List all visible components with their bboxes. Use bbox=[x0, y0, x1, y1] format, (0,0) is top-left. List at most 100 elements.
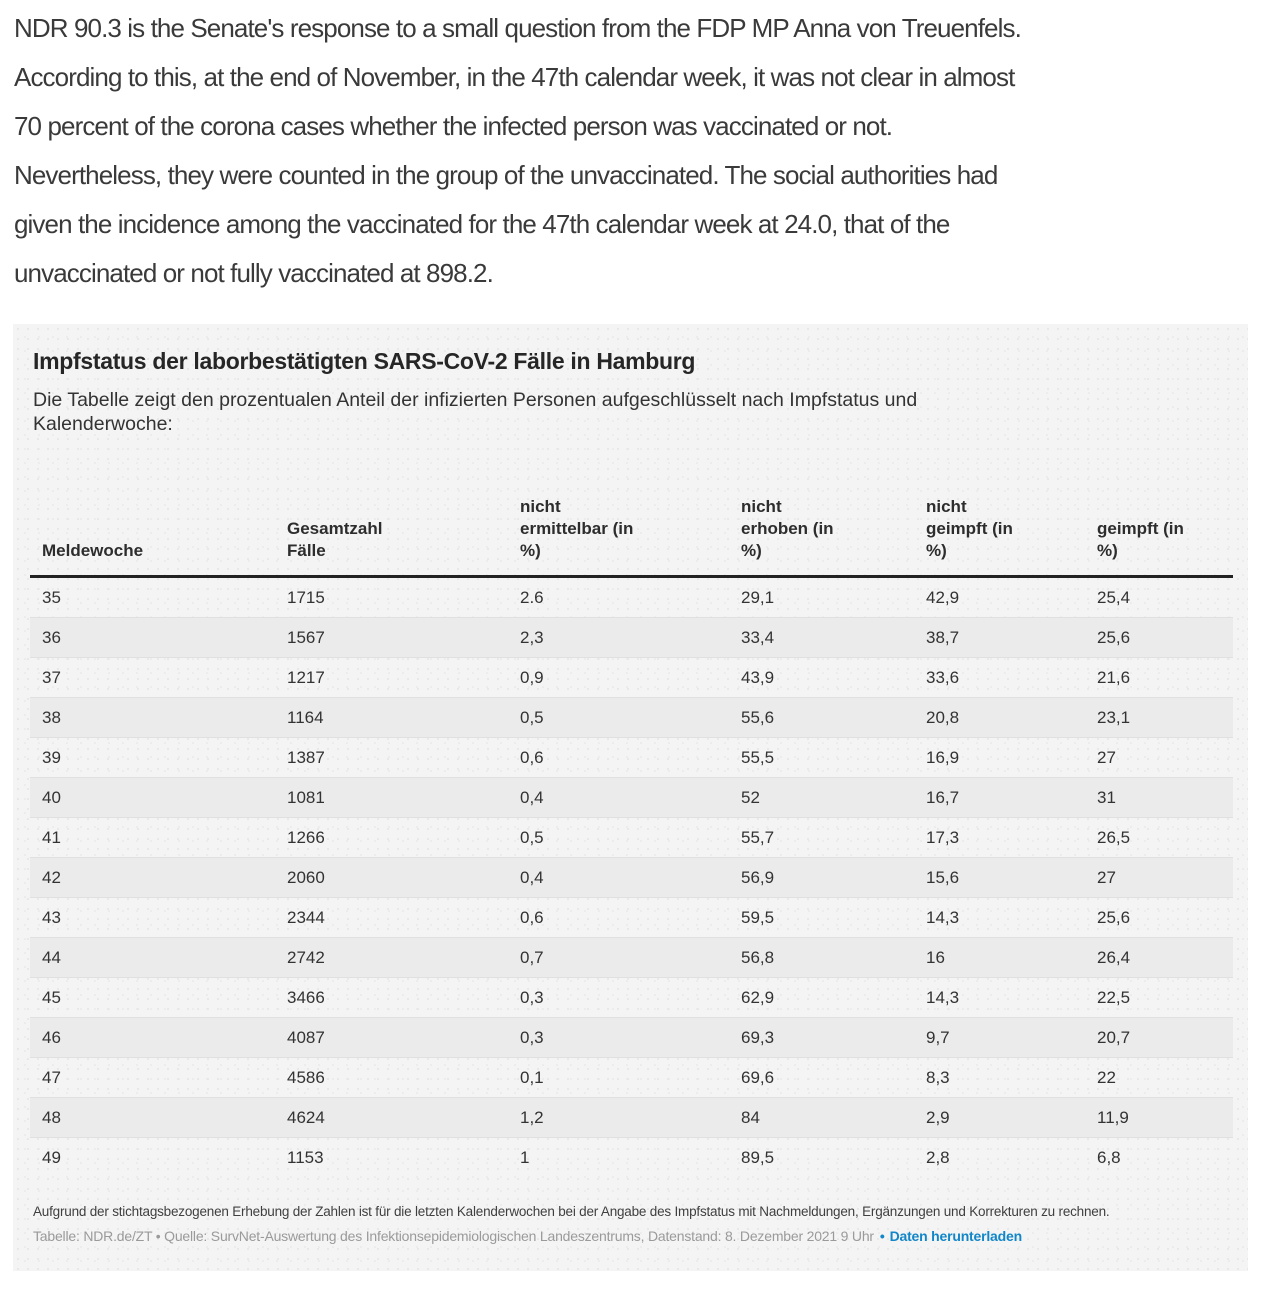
cell-gesamtzahl-faelle: 3466 bbox=[275, 977, 508, 1018]
cell-nicht-ermittelbar: 0,6 bbox=[508, 737, 729, 778]
column-header-nicht-geimpft: nicht geimpft (in %) bbox=[914, 466, 1085, 578]
download-data-link[interactable]: Daten herunterladen bbox=[889, 1228, 1023, 1244]
source-text: Tabelle: NDR.de/ZT • Quelle: SurvNet-Aus… bbox=[33, 1228, 874, 1244]
cell-nicht-ermittelbar: 0,3 bbox=[508, 1017, 729, 1058]
cell-geimpft: 11,9 bbox=[1085, 1097, 1233, 1138]
cell-gesamtzahl-faelle: 4624 bbox=[275, 1097, 508, 1138]
table-row: 44 2742 0,7 56,8 16 26,4 bbox=[30, 937, 1233, 978]
table-row: 35 1715 2.6 29,1 42,9 25,4 bbox=[30, 577, 1233, 618]
cell-nicht-geimpft: 33,6 bbox=[914, 657, 1085, 698]
cell-geimpft: 25,6 bbox=[1085, 897, 1233, 938]
cell-geimpft: 26,4 bbox=[1085, 937, 1233, 978]
table-row: 49 1153 1 89,5 2,8 6,8 bbox=[30, 1137, 1233, 1177]
cell-nicht-erhoben: 84 bbox=[729, 1097, 914, 1138]
table-title: Impfstatus der laborbestätigten SARS-CoV… bbox=[33, 348, 696, 374]
cell-meldewoche: 45 bbox=[30, 977, 275, 1018]
table-row: 43 2344 0,6 59,5 14,3 25,6 bbox=[30, 897, 1233, 938]
source-bullet: • bbox=[879, 1228, 885, 1244]
cell-geimpft: 20,7 bbox=[1085, 1017, 1233, 1058]
cell-geimpft: 25,4 bbox=[1097, 588, 1131, 607]
cell-gesamtzahl-faelle: 1153 bbox=[275, 1137, 508, 1177]
cell-nicht-erhoben: 55,6 bbox=[729, 697, 914, 738]
cell-nicht-ermittelbar: 1,2 bbox=[508, 1097, 729, 1138]
cell-geimpft: 27 bbox=[1085, 857, 1233, 898]
table-row: 40 1081 0,4 52 16,7 31 bbox=[30, 777, 1233, 818]
column-header-gesamtzahl-faelle: Gesamtzahl Fälle bbox=[275, 466, 508, 578]
cell-nicht-geimpft: 14,3 bbox=[914, 897, 1085, 938]
cell-nicht-ermittelbar: 2.6 bbox=[520, 588, 544, 607]
table-subtitle: Die Tabelle zeigt den prozentualen Antei… bbox=[33, 389, 918, 435]
cell-nicht-ermittelbar: 1 bbox=[508, 1137, 729, 1177]
cell-meldewoche: 49 bbox=[30, 1137, 275, 1177]
cell-meldewoche: 46 bbox=[30, 1017, 275, 1058]
cell-nicht-erhoben: 59,5 bbox=[729, 897, 914, 938]
impfstatus-table-widget: Impfstatus der laborbestätigten SARS-CoV… bbox=[13, 324, 1248, 1271]
table-row: 42 2060 0,4 56,9 15,6 27 bbox=[30, 857, 1233, 898]
cell-gesamtzahl-faelle: 1715 bbox=[287, 588, 325, 607]
cell-nicht-geimpft: 17,3 bbox=[914, 817, 1085, 858]
cell-meldewoche: 42 bbox=[30, 857, 275, 898]
cell-nicht-ermittelbar: 0,7 bbox=[508, 937, 729, 978]
cell-gesamtzahl-faelle: 1567 bbox=[275, 617, 508, 658]
cell-nicht-erhoben: 33,4 bbox=[729, 617, 914, 658]
table-row: 45 3466 0,3 62,9 14,3 22,5 bbox=[30, 977, 1233, 1018]
cell-gesamtzahl-faelle: 4087 bbox=[275, 1017, 508, 1058]
header-row: Meldewoche Gesamtzahl Fälle nicht ermitt… bbox=[30, 466, 1233, 578]
cell-geimpft: 31 bbox=[1085, 777, 1233, 818]
column-header-nicht-ermittelbar: nicht ermittelbar (in %) bbox=[508, 466, 729, 578]
cell-nicht-ermittelbar: 0,5 bbox=[508, 817, 729, 858]
cell-nicht-ermittelbar: 2,3 bbox=[508, 617, 729, 658]
cell-nicht-geimpft: 20,8 bbox=[914, 697, 1085, 738]
cell-gesamtzahl-faelle: 1164 bbox=[275, 697, 508, 738]
cell-meldewoche: 48 bbox=[30, 1097, 275, 1138]
cell-nicht-erhoben: 69,3 bbox=[729, 1017, 914, 1058]
table-row: 46 4087 0,3 69,3 9,7 20,7 bbox=[30, 1017, 1233, 1058]
cell-geimpft: 25,6 bbox=[1085, 617, 1233, 658]
article-paragraph: NDR 90.3 is the Senate's response to a s… bbox=[14, 13, 1022, 288]
cell-meldewoche: 41 bbox=[30, 817, 275, 858]
cell-meldewoche: 37 bbox=[30, 657, 275, 698]
table-row: 48 4624 1,2 84 2,9 11,9 bbox=[30, 1097, 1233, 1138]
cell-nicht-ermittelbar: 0,4 bbox=[508, 857, 729, 898]
cell-nicht-ermittelbar: 0,4 bbox=[508, 777, 729, 818]
table-row: 36 1567 2,3 33,4 38,7 25,6 bbox=[30, 617, 1233, 658]
cell-nicht-ermittelbar: 0,6 bbox=[508, 897, 729, 938]
cell-gesamtzahl-faelle: 1217 bbox=[275, 657, 508, 698]
table-row: 39 1387 0,6 55,5 16,9 27 bbox=[30, 737, 1233, 778]
cell-nicht-geimpft: 16 bbox=[914, 937, 1085, 978]
cell-nicht-erhoben: 62,9 bbox=[729, 977, 914, 1018]
data-table: Meldewoche Gesamtzahl Fälle nicht ermitt… bbox=[30, 466, 1233, 1177]
cell-nicht-ermittelbar: 0,1 bbox=[508, 1057, 729, 1098]
cell-nicht-erhoben: 29,1 bbox=[741, 588, 775, 607]
table-footnote: Aufgrund der stichtagsbezogenen Erhebung… bbox=[33, 1204, 1110, 1219]
cell-gesamtzahl-faelle: 1081 bbox=[275, 777, 508, 818]
cell-nicht-ermittelbar: 0,3 bbox=[508, 977, 729, 1018]
cell-nicht-geimpft: 16,7 bbox=[914, 777, 1085, 818]
cell-nicht-geimpft: 15,6 bbox=[914, 857, 1085, 898]
table-row: 37 1217 0,9 43,9 33,6 21,6 bbox=[30, 657, 1233, 698]
cell-geimpft: 6,8 bbox=[1085, 1137, 1233, 1177]
cell-meldewoche: 38 bbox=[30, 697, 275, 738]
cell-nicht-ermittelbar: 0,5 bbox=[508, 697, 729, 738]
cell-geimpft: 23,1 bbox=[1085, 697, 1233, 738]
cell-meldewoche: 47 bbox=[30, 1057, 275, 1098]
cell-gesamtzahl-faelle: 2344 bbox=[275, 897, 508, 938]
cell-nicht-geimpft: 38,7 bbox=[914, 617, 1085, 658]
cell-nicht-geimpft: 2,9 bbox=[914, 1097, 1085, 1138]
cell-nicht-erhoben: 55,5 bbox=[729, 737, 914, 778]
table-source-line: Tabelle: NDR.de/ZT • Quelle: SurvNet-Aus… bbox=[33, 1227, 1228, 1271]
cell-nicht-erhoben: 52 bbox=[729, 777, 914, 818]
cell-nicht-erhoben: 89,5 bbox=[729, 1137, 914, 1177]
cell-nicht-geimpft: 9,7 bbox=[914, 1017, 1085, 1058]
cell-nicht-geimpft: 2,8 bbox=[914, 1137, 1085, 1177]
cell-meldewoche: 44 bbox=[30, 937, 275, 978]
cell-geimpft: 27 bbox=[1085, 737, 1233, 778]
cell-gesamtzahl-faelle: 4586 bbox=[275, 1057, 508, 1098]
cell-meldewoche: 36 bbox=[30, 617, 275, 658]
cell-gesamtzahl-faelle: 2742 bbox=[275, 937, 508, 978]
cell-nicht-ermittelbar: 0,9 bbox=[508, 657, 729, 698]
cell-nicht-erhoben: 69,6 bbox=[729, 1057, 914, 1098]
cell-meldewoche: 43 bbox=[30, 897, 275, 938]
cell-nicht-erhoben: 55,7 bbox=[729, 817, 914, 858]
article: NDR 90.3 is the Senate's response to a s… bbox=[0, 4, 1261, 1271]
